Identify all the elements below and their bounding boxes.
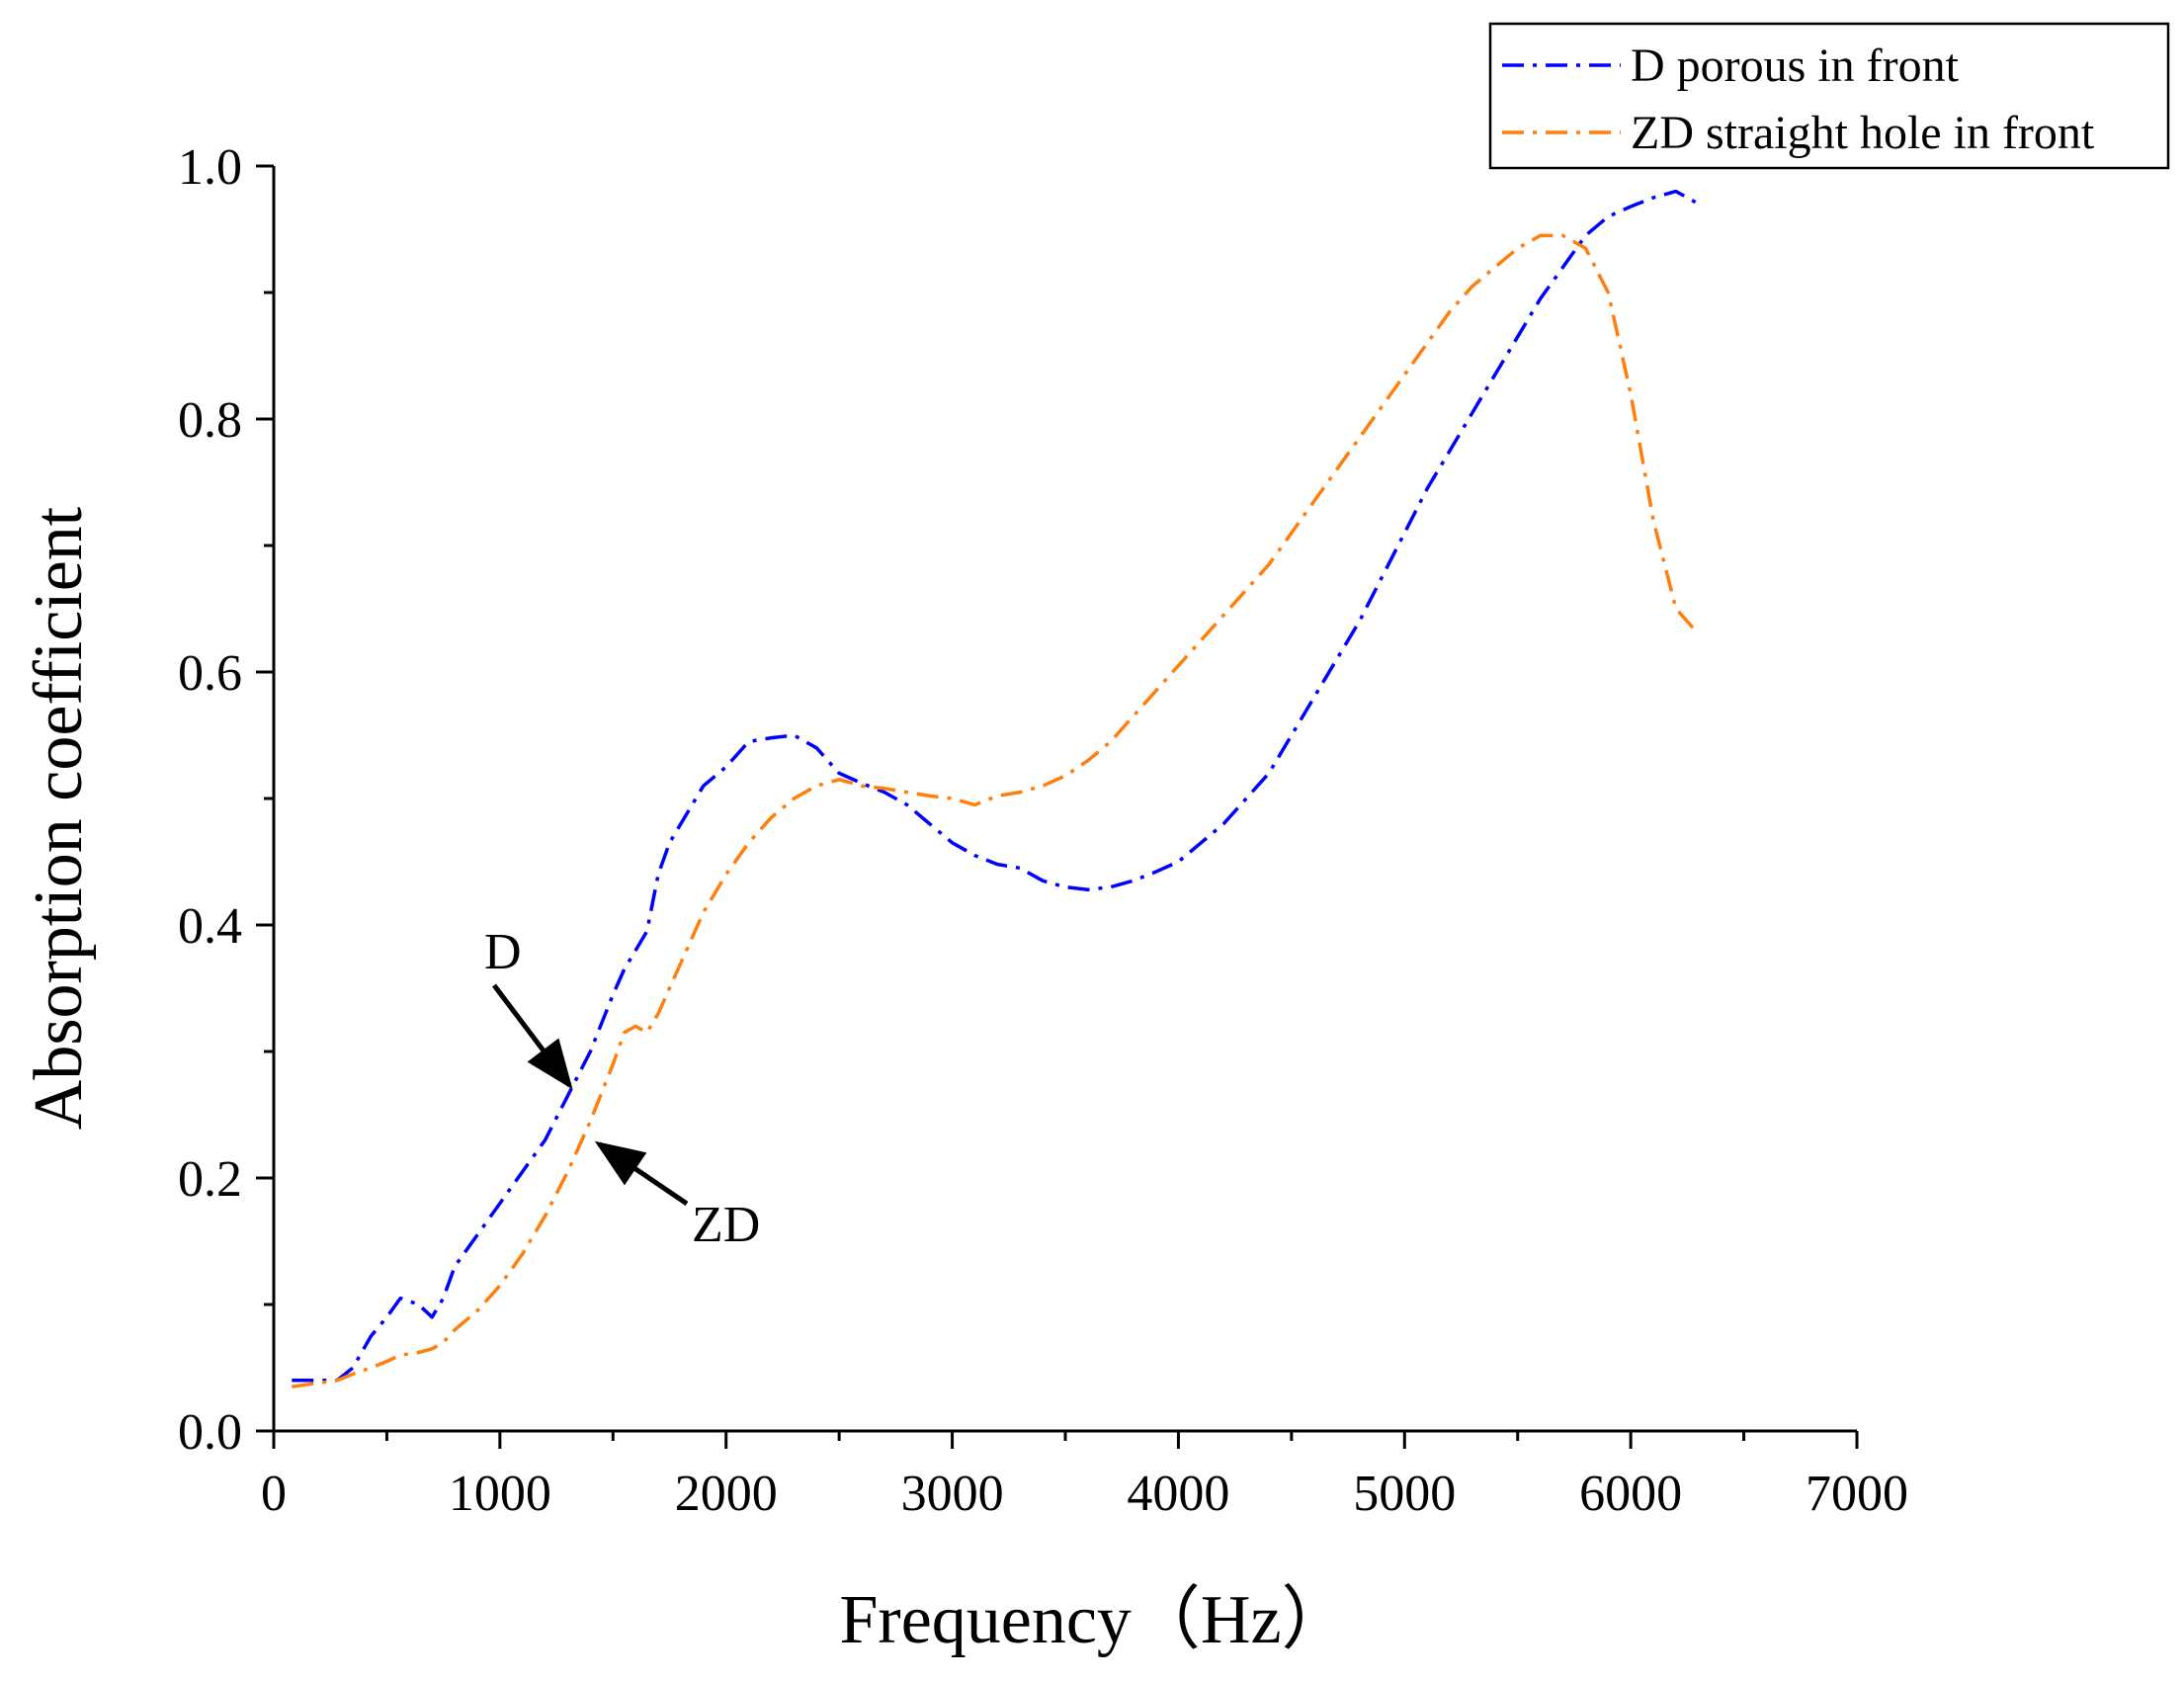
y-tick-label: 0.8 xyxy=(178,392,242,449)
x-tick-label: 7000 xyxy=(1806,1466,1908,1522)
series-line-zd xyxy=(292,233,1701,1388)
y-tick-label: 0.2 xyxy=(178,1151,242,1208)
y-tick-label: 0.6 xyxy=(178,645,242,702)
x-tick-label: 2000 xyxy=(675,1466,778,1522)
legend-label-d: D porous in front xyxy=(1631,40,1960,92)
legend-box xyxy=(1488,22,2170,170)
x-tick-label: 1000 xyxy=(449,1466,551,1522)
plot-area: 0 1000 2000 3000 4000 5000 6000 7000 0.0 0.2 0.4 0.… xyxy=(21,139,1908,1658)
x-tick-label: 0 xyxy=(261,1466,287,1522)
annotation-arrow-zd xyxy=(594,1140,689,1207)
annotation-arrow-d xyxy=(492,983,573,1090)
series-line-d xyxy=(292,189,1700,1383)
y-tick-label: 0.4 xyxy=(178,898,242,955)
x-axis-title: Frequency（Hz） xyxy=(839,1582,1350,1658)
legend-label-zd: ZD straight hole in front xyxy=(1631,107,2095,159)
y-tick-label: 0.0 xyxy=(178,1404,242,1461)
x-tick-label: 5000 xyxy=(1353,1466,1456,1522)
annotation-label-zd: ZD xyxy=(692,1197,760,1253)
legend: D porous in front ZD straight hole in fro… xyxy=(1488,22,2170,170)
annotation-layer: D ZD xyxy=(484,924,760,1253)
series-layer xyxy=(292,189,1701,1388)
x-tick-label: 3000 xyxy=(901,1466,1004,1522)
y-tick-label: 1.0 xyxy=(178,139,242,196)
x-tick-label: 4000 xyxy=(1127,1466,1229,1522)
annotation-label-d: D xyxy=(484,924,522,980)
x-tick-label: 6000 xyxy=(1579,1466,1682,1522)
y-axis-title: Absorption coefficient xyxy=(21,506,97,1130)
